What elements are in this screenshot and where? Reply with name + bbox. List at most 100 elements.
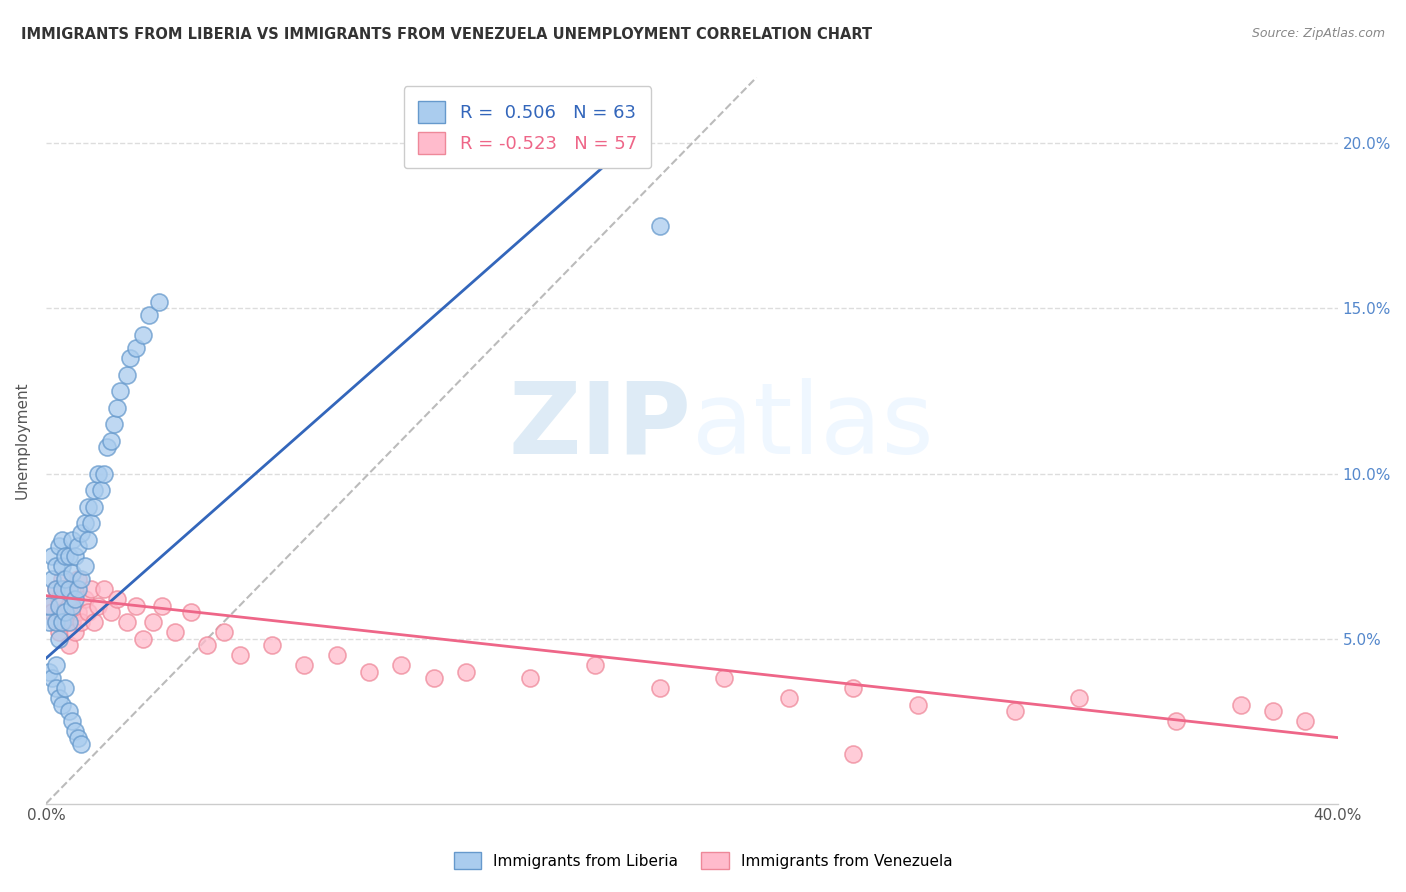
Point [454, 665, 477, 679]
Point [38, 615, 60, 629]
Point [422, 671, 444, 685]
Point [45, 582, 67, 596]
Point [48, 539, 70, 553]
Text: IMMIGRANTS FROM LIBERIA VS IMMIGRANTS FROM VENEZUELA UNEMPLOYMENT CORRELATION CH: IMMIGRANTS FROM LIBERIA VS IMMIGRANTS FR… [21, 27, 872, 42]
Point [83, 500, 105, 514]
Point [86, 599, 108, 613]
Point [1004, 704, 1026, 718]
Point [38, 599, 60, 613]
Point [38, 599, 60, 613]
Point [45, 681, 67, 695]
Point [260, 638, 283, 652]
Point [583, 657, 606, 672]
Point [212, 624, 235, 639]
Point [53, 615, 76, 629]
Point [41, 572, 63, 586]
Point [115, 368, 138, 382]
Point [51, 698, 73, 712]
Point [58, 638, 80, 652]
Point [58, 704, 80, 718]
Point [648, 219, 671, 233]
Point [100, 605, 122, 619]
Point [93, 582, 115, 596]
Legend: Immigrants from Liberia, Immigrants from Venezuela: Immigrants from Liberia, Immigrants from… [447, 846, 959, 875]
Point [70, 572, 93, 586]
Point [58, 582, 80, 596]
Point [63, 624, 86, 639]
Point [842, 681, 865, 695]
Point [73, 516, 96, 530]
Point [48, 632, 70, 646]
Point [118, 351, 141, 365]
Point [1230, 698, 1253, 712]
Point [1294, 714, 1316, 728]
Point [325, 648, 347, 662]
Point [48, 691, 70, 706]
Point [1166, 714, 1188, 728]
Point [60, 582, 83, 596]
Point [67, 539, 90, 553]
Point [60, 714, 83, 728]
Y-axis label: Unemployment: Unemployment [15, 382, 30, 500]
Point [45, 582, 67, 596]
Point [48, 591, 70, 606]
Point [58, 615, 80, 629]
Point [51, 558, 73, 573]
Point [45, 615, 67, 629]
Point [100, 434, 122, 448]
Point [80, 582, 103, 596]
Point [58, 549, 80, 563]
Point [842, 747, 865, 761]
Point [96, 440, 118, 454]
Point [389, 657, 412, 672]
Point [778, 691, 800, 706]
Text: atlas: atlas [692, 377, 934, 475]
Point [60, 599, 83, 613]
Point [83, 615, 105, 629]
Point [141, 615, 163, 629]
Point [105, 591, 128, 606]
Point [53, 582, 76, 596]
Point [73, 558, 96, 573]
Point [45, 615, 67, 629]
Point [110, 384, 132, 398]
Point [51, 615, 73, 629]
Point [73, 591, 96, 606]
Point [53, 681, 76, 695]
Point [292, 657, 315, 672]
Text: ZIP: ZIP [509, 377, 692, 475]
Point [77, 605, 100, 619]
Point [83, 483, 105, 497]
Point [70, 525, 93, 540]
Point [51, 533, 73, 547]
Point [51, 572, 73, 586]
Point [53, 572, 76, 586]
Point [41, 605, 63, 619]
Point [58, 599, 80, 613]
Point [125, 599, 148, 613]
Point [38, 665, 60, 679]
Point [70, 737, 93, 751]
Point [93, 467, 115, 481]
Point [41, 549, 63, 563]
Point [357, 665, 380, 679]
Point [907, 698, 929, 712]
Legend: R =  0.506   N = 63, R = -0.523   N = 57: R = 0.506 N = 63, R = -0.523 N = 57 [404, 87, 651, 169]
Point [53, 549, 76, 563]
Point [138, 308, 160, 322]
Point [51, 605, 73, 619]
Point [48, 599, 70, 613]
Point [148, 294, 170, 309]
Point [53, 605, 76, 619]
Point [67, 572, 90, 586]
Point [80, 516, 103, 530]
Point [41, 671, 63, 685]
Point [197, 638, 219, 652]
Point [77, 533, 100, 547]
Point [1069, 691, 1091, 706]
Point [60, 566, 83, 580]
Point [63, 724, 86, 739]
Point [713, 671, 735, 685]
Point [125, 341, 148, 355]
Point [519, 671, 541, 685]
